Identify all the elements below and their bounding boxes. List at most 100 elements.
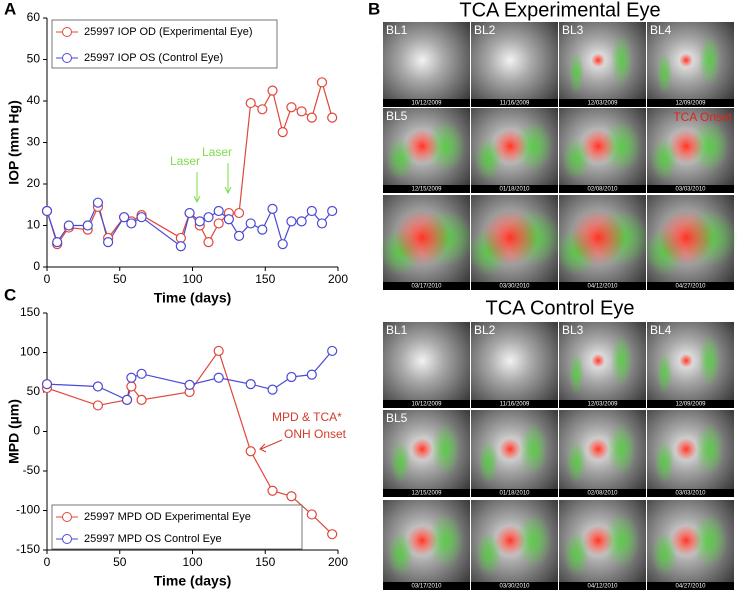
leakage-green [695, 423, 724, 476]
leakage-green [656, 51, 673, 95]
data-point [213, 372, 224, 383]
leakage-red [587, 438, 610, 461]
fundus-image: 10/12/2009 BL1 [383, 22, 470, 107]
data-point [82, 220, 93, 231]
data-point [92, 400, 104, 411]
date-strip [471, 489, 558, 497]
leakage-green [603, 513, 640, 568]
date-strip [559, 99, 646, 107]
data-point [306, 112, 317, 123]
image-date: 03/17/2010 [411, 584, 442, 590]
fundus-image: 03/17/2010 [383, 500, 470, 590]
data-point [245, 218, 256, 229]
leakage-red [679, 53, 694, 68]
image-date: 04/27/2010 [675, 284, 706, 290]
leakage-green [691, 513, 728, 568]
leakage-green [610, 334, 633, 387]
legend-box [51, 504, 303, 550]
leakage-green [515, 513, 552, 568]
image-date: 04/12/2010 [587, 284, 618, 290]
image-date: 12/03/2009 [587, 402, 618, 408]
x-tick-label: 150 [255, 272, 275, 286]
image-date: 12/15/2009 [411, 491, 442, 497]
data-point [286, 371, 297, 383]
image-date: 03/17/2010 [411, 284, 442, 290]
leakage-green [478, 440, 499, 484]
image-date: 04/12/2010 [587, 584, 618, 590]
leakage-green [610, 34, 633, 86]
leakage-red [658, 209, 714, 266]
fundus-image: 04/27/2010 [647, 500, 734, 590]
date-strip [471, 185, 558, 193]
fundus-image: 03/30/2010 [468, 195, 562, 290]
data-point [213, 205, 224, 217]
annotation-arrowhead [193, 195, 201, 204]
data-point [103, 237, 114, 248]
y-tick-label: -50 [23, 463, 41, 477]
legend-swatch-marker [62, 512, 72, 522]
leakage-green [475, 531, 502, 577]
panel-label: C [4, 285, 16, 304]
fundus-image: 03/03/2010 [647, 410, 734, 497]
image-date: 12/03/2009 [587, 101, 618, 107]
data-point [327, 112, 338, 123]
y-tick-label: -100 [16, 503, 40, 517]
data-point [306, 205, 317, 217]
date-strip [559, 400, 646, 408]
data-point [267, 203, 278, 214]
leakage-green [519, 423, 548, 476]
leakage-green [431, 423, 460, 476]
data-point [257, 224, 268, 235]
image-date: 10/12/2009 [411, 402, 442, 408]
leakage-red [675, 438, 698, 461]
image-date: 04/27/2010 [675, 584, 706, 590]
data-point [233, 207, 245, 219]
data-point [327, 205, 338, 217]
leakage-green [426, 120, 466, 172]
data-point [233, 230, 245, 241]
data-point [92, 197, 104, 208]
data-point [175, 241, 186, 252]
fundus-image: 03/17/2010 [380, 195, 474, 290]
data-point [213, 218, 224, 229]
image-label: BL3 [562, 23, 584, 37]
date-strip [383, 582, 470, 590]
image-date: 03/03/2010 [675, 187, 706, 193]
data-point [296, 106, 307, 117]
date-strip [471, 282, 558, 290]
data-point [286, 216, 297, 227]
image-label: BL2 [474, 23, 496, 37]
date-strip [647, 582, 734, 590]
date-strip [383, 282, 470, 290]
fundus-image: 12/09/2009 BL4 [647, 22, 734, 107]
date-strip [559, 582, 646, 590]
leakage-green [698, 334, 721, 387]
annotation: MPD & TCA* [272, 410, 342, 424]
leakage-red [411, 438, 434, 461]
data-point [306, 509, 317, 520]
leakage-red [406, 525, 438, 556]
leakage-red [494, 525, 526, 556]
fundus-photo [383, 22, 470, 107]
leakage-green [390, 440, 411, 484]
leakage-green [651, 531, 678, 577]
annotation-arrowhead [224, 186, 232, 195]
legend-label: 25997 MPD OD Experimental Eye [84, 511, 251, 523]
date-strip [647, 99, 734, 107]
data-point [126, 381, 137, 392]
image-date: 01/18/2010 [499, 187, 530, 193]
fundus-photo [471, 322, 558, 408]
x-axis-label: Time (days) [154, 290, 232, 306]
fundus-image: 11/16/2009 BL2 [471, 322, 558, 408]
data-point [52, 237, 63, 248]
fundus-image: 12/03/2009 BL3 [559, 22, 646, 107]
data-point [203, 212, 214, 223]
data-point [286, 491, 297, 502]
data-point [277, 127, 288, 138]
leakage-red [668, 128, 704, 164]
legend-swatch-marker [62, 534, 72, 544]
y-tick-label: -150 [16, 542, 40, 556]
y-tick-label: 20 [27, 176, 41, 190]
leakage-red [580, 128, 616, 164]
